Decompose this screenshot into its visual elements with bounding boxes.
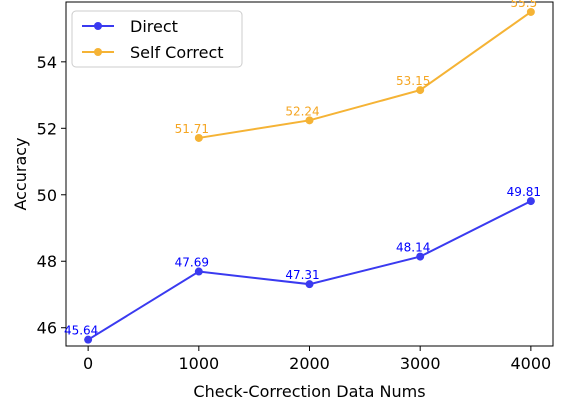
data-point bbox=[84, 335, 93, 344]
legend-label: Direct bbox=[130, 17, 178, 36]
y-tick-label: 46 bbox=[37, 319, 57, 338]
data-label: 47.69 bbox=[175, 256, 209, 270]
data-point bbox=[194, 267, 203, 276]
x-tick-label: 2000 bbox=[289, 354, 330, 373]
data-label: 53.15 bbox=[396, 74, 430, 88]
y-tick-label: 48 bbox=[37, 252, 57, 271]
data-label: 52.24 bbox=[285, 104, 319, 118]
y-axis: 46 48 50 52 54 bbox=[37, 53, 66, 338]
data-label: 47.31 bbox=[285, 268, 319, 282]
y-tick-label: 54 bbox=[37, 53, 57, 72]
data-label: 45.64 bbox=[64, 324, 98, 338]
data-point bbox=[416, 86, 425, 95]
data-point bbox=[194, 133, 203, 142]
data-point bbox=[526, 7, 535, 16]
x-tick-label: 4000 bbox=[511, 354, 552, 373]
legend-box bbox=[71, 10, 243, 68]
x-tick-label: 0 bbox=[83, 354, 93, 373]
legend-swatch-marker bbox=[94, 48, 102, 56]
data-point bbox=[416, 252, 425, 261]
data-point bbox=[526, 197, 535, 206]
legend-label: Self Correct bbox=[130, 43, 224, 62]
data-point bbox=[305, 280, 314, 289]
data-point bbox=[305, 116, 314, 125]
series-layer: 45.64 47.69 47.31 48.14 49.81 51.71 52.24 53.15… bbox=[64, 0, 541, 344]
legend: Direct Self Correct bbox=[71, 10, 243, 68]
legend-swatch-marker bbox=[94, 22, 102, 30]
y-tick-label: 52 bbox=[37, 119, 57, 138]
data-label: 55.5 bbox=[511, 0, 538, 10]
series-line-1 bbox=[198, 11, 532, 139]
x-tick-label: 1000 bbox=[178, 354, 219, 373]
data-label: 51.71 bbox=[175, 122, 209, 136]
x-axis: 0 1000 2000 3000 4000 bbox=[83, 346, 551, 373]
x-axis-title: Check-Correction Data Nums bbox=[193, 382, 425, 401]
data-label: 48.14 bbox=[396, 241, 430, 255]
data-label: 49.81 bbox=[507, 185, 541, 199]
y-axis-title: Accuracy bbox=[11, 137, 30, 210]
x-tick-label: 3000 bbox=[400, 354, 441, 373]
y-tick-label: 50 bbox=[37, 186, 57, 205]
